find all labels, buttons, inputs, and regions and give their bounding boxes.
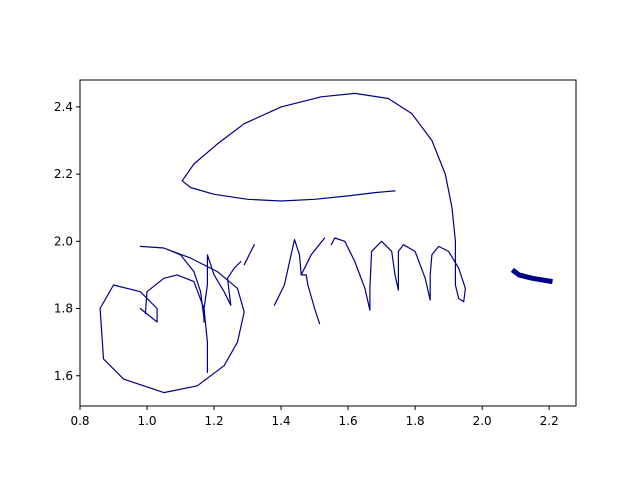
y-tick-label: 1.6 xyxy=(54,369,73,383)
y-tick-label: 2.4 xyxy=(54,100,73,114)
y-tick-label: 1.8 xyxy=(54,302,73,316)
x-tick-label: 1.4 xyxy=(272,414,291,428)
x-tick-label: 0.8 xyxy=(70,414,89,428)
stroke-series-4 xyxy=(273,239,321,325)
stroke-series-2 xyxy=(144,274,208,373)
stroke-series-3 xyxy=(243,244,255,266)
stroke-series-5 xyxy=(300,237,326,276)
axes-frame xyxy=(79,79,577,407)
x-tick-label: 1.6 xyxy=(339,414,358,428)
x-tick-label: 2.2 xyxy=(540,414,559,428)
y-tick-label: 2.0 xyxy=(54,234,73,248)
x-tick-label: 1.0 xyxy=(137,414,156,428)
x-tick-label: 1.2 xyxy=(205,414,224,428)
y-axis-ticks: 1.6 1.8 2.0 2.2 2.4 xyxy=(54,100,80,383)
series-layer xyxy=(99,92,553,394)
x-tick-label: 2.0 xyxy=(473,414,492,428)
stroke-series-6 xyxy=(181,92,466,311)
stroke-series-1 xyxy=(99,245,245,394)
stroke-series-7 xyxy=(510,267,553,285)
x-axis-ticks: 0.8 1.0 1.2 1.4 1.6 1.8 2.0 2.2 xyxy=(70,406,559,428)
y-tick-label: 2.2 xyxy=(54,167,73,181)
x-tick-label: 1.8 xyxy=(406,414,425,428)
